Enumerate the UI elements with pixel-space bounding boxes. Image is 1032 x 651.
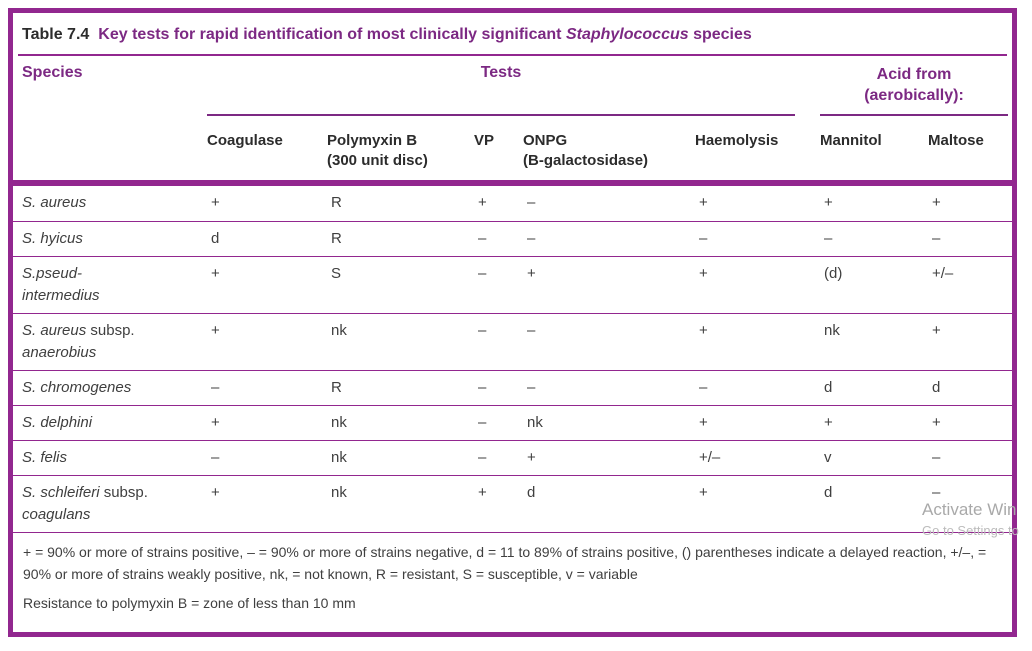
value-cell: – xyxy=(699,379,708,396)
value-cell: + xyxy=(211,414,220,431)
value-cell: – xyxy=(478,230,487,247)
table-row: S. aureus + R + – + + + xyxy=(13,186,1012,221)
value-cell: + xyxy=(932,194,941,211)
species-cell: S. felis xyxy=(22,449,68,466)
group-header-row: Species Tests Acid from (aerobically): xyxy=(13,56,1012,116)
table-row: S. felis – nk – + +/– v – xyxy=(13,440,1012,475)
value-cell: + xyxy=(699,484,708,501)
column-group-tests: Tests xyxy=(207,56,795,116)
value-cell: nk xyxy=(331,449,347,466)
value-cell: + xyxy=(824,414,833,431)
value-cell: + xyxy=(699,194,708,211)
value-cell: + xyxy=(527,265,536,282)
value-cell: d xyxy=(932,379,941,396)
value-cell: – xyxy=(211,449,220,466)
column-header-6: Mannitol xyxy=(820,132,882,149)
value-cell: – xyxy=(932,230,941,247)
value-cell: – xyxy=(211,379,220,396)
value-cell: – xyxy=(699,230,708,247)
value-cell: d xyxy=(527,484,536,501)
footnote-symbols: + = 90% or more of strains positive, – =… xyxy=(23,544,987,582)
value-cell: – xyxy=(824,230,833,247)
value-cell: + xyxy=(932,414,941,431)
header-body-separator xyxy=(13,180,1012,186)
value-cell: + xyxy=(527,449,536,466)
value-cell: – xyxy=(527,379,536,396)
value-cell: v xyxy=(824,449,832,466)
value-cell: + xyxy=(211,194,220,211)
value-cell: + xyxy=(478,194,487,211)
value-cell: nk xyxy=(527,414,543,431)
column-header-7: Maltose xyxy=(928,132,984,149)
value-cell: +/– xyxy=(932,265,954,282)
value-cell: d xyxy=(211,230,220,247)
table-row: S. schleiferi subsp. coagulans + nk + d + d – xyxy=(13,475,1012,532)
value-cell: + xyxy=(211,484,220,501)
value-cell: – xyxy=(932,484,941,501)
species-cell: S.pseud-intermedius xyxy=(22,265,100,304)
value-cell: – xyxy=(527,322,536,339)
table-row: S.pseud-intermedius + S – + + (d) +/– xyxy=(13,256,1012,313)
value-cell: d xyxy=(824,484,833,501)
value-cell: R xyxy=(331,379,342,396)
value-cell: + xyxy=(699,265,708,282)
value-cell: + xyxy=(932,322,941,339)
species-cell: S. chromogenes xyxy=(22,379,132,396)
value-cell: +/– xyxy=(699,449,721,466)
table-7-4: Table 7.4 Key tests for rapid identificat… xyxy=(8,8,1017,637)
table-footnotes: + = 90% or more of strains positive, – =… xyxy=(13,532,1012,622)
table-row: S. hyicus d R – – – – – xyxy=(13,221,1012,256)
species-cell: S. aureus xyxy=(22,194,87,211)
value-cell: + xyxy=(824,194,833,211)
value-cell: – xyxy=(478,379,487,396)
value-cell: (d) xyxy=(824,265,843,282)
value-cell: + xyxy=(699,414,708,431)
value-cell: R xyxy=(331,194,342,211)
value-cell: – xyxy=(527,230,536,247)
caption-italic-genus: Staphylococcus xyxy=(565,26,689,43)
value-cell: + xyxy=(211,265,220,282)
value-cell: + xyxy=(211,322,220,339)
value-cell: + xyxy=(699,322,708,339)
table-title: Table 7.4 Key tests for rapid identificat… xyxy=(13,13,1012,54)
title-separator xyxy=(18,54,1007,56)
table-row: S. aureus subsp. anaerobius + nk – – + nk + xyxy=(13,313,1012,370)
table-body: S. aureus + R + – + + + S. hyicus d R – – – – – S.pseud-… xyxy=(13,186,1012,532)
species-cell: S. schleiferi subsp. coagulans xyxy=(22,484,148,523)
column-group-acid-from: Acid from (aerobically): xyxy=(820,56,1008,116)
value-cell: – xyxy=(478,322,487,339)
column-header-5: Haemolysis xyxy=(695,132,779,149)
column-header-1: Coagulase xyxy=(207,132,283,149)
value-cell: S xyxy=(331,265,342,282)
footnote-resistance: Resistance to polymyxin B = zone of less… xyxy=(23,595,356,611)
table-number: Table 7.4 xyxy=(22,26,90,43)
column-header-row: Coagulase Polymyxin B (300 unit disc) VP ON… xyxy=(13,116,1012,180)
column-header-2: Polymyxin B (300 unit disc) xyxy=(327,132,428,169)
column-header-3: VP xyxy=(474,132,495,149)
value-cell: + xyxy=(478,484,487,501)
value-cell: nk xyxy=(824,322,840,339)
species-cell: S. aureus subsp. anaerobius xyxy=(22,322,135,361)
column-group-species: Species xyxy=(22,64,83,81)
value-cell: – xyxy=(527,194,536,211)
value-cell: nk xyxy=(331,414,347,431)
table-row: S. chromogenes – R – – – d d xyxy=(13,370,1012,405)
value-cell: – xyxy=(932,449,941,466)
value-cell: – xyxy=(478,265,487,282)
species-cell: S. delphini xyxy=(22,414,93,431)
column-header-4: ONPG (B-galactosidase) xyxy=(523,132,649,169)
table-caption: Key tests for rapid identification of mo… xyxy=(98,26,752,43)
value-cell: d xyxy=(824,379,833,396)
species-cell: S. hyicus xyxy=(22,230,83,247)
value-cell: nk xyxy=(331,322,347,339)
column-header-spacer xyxy=(13,131,207,171)
value-cell: – xyxy=(478,414,487,431)
table-row: S. delphini + nk – nk + + + xyxy=(13,405,1012,440)
value-cell: nk xyxy=(331,484,347,501)
value-cell: R xyxy=(331,230,342,247)
value-cell: – xyxy=(478,449,487,466)
